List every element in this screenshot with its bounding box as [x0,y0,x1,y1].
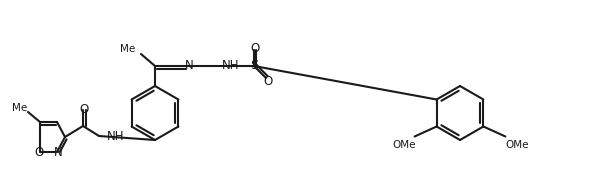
Text: OMe: OMe [393,140,416,150]
Text: NH: NH [107,130,125,143]
Text: N: N [185,58,194,71]
Text: O: O [251,42,260,55]
Text: O: O [80,102,89,116]
Text: O: O [34,147,43,159]
Text: S: S [250,58,258,71]
Text: Me: Me [120,44,135,54]
Text: OMe: OMe [505,140,529,150]
Text: O: O [263,75,273,87]
Text: N: N [53,147,62,159]
Text: NH: NH [222,58,239,71]
Text: Me: Me [12,103,28,113]
